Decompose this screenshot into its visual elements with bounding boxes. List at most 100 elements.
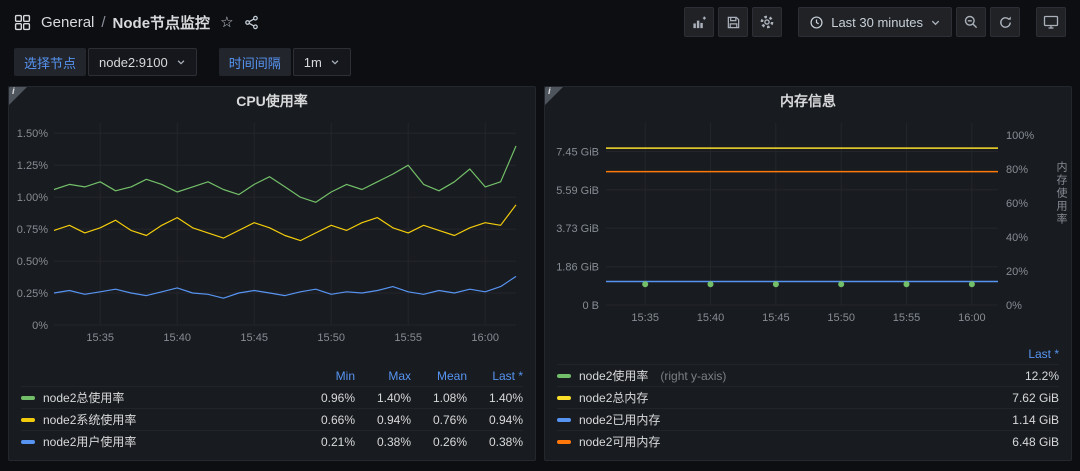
gear-icon [760, 15, 774, 29]
legend-sort-column[interactable]: Max [388, 369, 411, 383]
axis-tick-label: 100% [1006, 130, 1034, 142]
legend-value: 6.48 GiB [1012, 434, 1059, 449]
axis-tick-label: 15:50 [827, 312, 855, 324]
legend-header: Last * [557, 344, 1059, 364]
variable-node-value: node2:9100 [99, 54, 168, 70]
legend-value: 0.38% [488, 434, 523, 449]
series-point-node2使用率 [642, 281, 649, 288]
legend-row[interactable]: node2使用率 (right y-axis) 12.2% [557, 364, 1059, 386]
dashboard-settings-button[interactable] [752, 7, 783, 37]
dashboard-variables-bar: 选择节点 node2:9100 时间间隔 1m [0, 44, 1080, 86]
breadcrumb-folder[interactable]: General [41, 13, 95, 31]
legend-value: 0.96% [320, 390, 355, 405]
legend-value: 0.94% [376, 412, 411, 427]
axis-tick-label: 15:35 [631, 312, 659, 324]
series-point-node2使用率 [838, 281, 845, 288]
share-icon[interactable] [244, 15, 259, 30]
axis-tick-label: 16:00 [471, 332, 499, 344]
kiosk-mode-button[interactable] [1036, 7, 1066, 37]
series-line-node2用户使用率 [53, 275, 517, 299]
legend-value: 12.2% [1024, 368, 1059, 383]
series-point-node2使用率 [903, 281, 910, 288]
series-color-swatch [21, 395, 35, 400]
memory-chart-svg[interactable]: 15:35 15:40 15:45 15:50 15:55 16:00 0 B 1.86 Gi… [548, 115, 1068, 331]
axis-tick-label: 80% [1006, 164, 1028, 176]
series-color-swatch [557, 395, 571, 400]
axis-tick-label: 1.00% [17, 192, 48, 204]
save-icon [727, 16, 739, 28]
axis-tick-label: 15:55 [394, 332, 422, 344]
axis-tick-label: 15:55 [893, 312, 921, 324]
legend-value: 0.26% [432, 434, 467, 449]
legend-row[interactable]: node2用户使用率 0.21% 0.38% 0.26% 0.38% [21, 430, 523, 452]
panel-title[interactable]: CPU使用率 [236, 93, 308, 109]
panel-title[interactable]: 内存信息 [780, 93, 836, 109]
legend-row[interactable]: node2可用内存 6.48 GiB [557, 430, 1059, 452]
legend-value: 1.40% [376, 390, 411, 405]
axis-tick-label: 3.73 GiB [556, 223, 599, 235]
series-color-swatch [21, 417, 35, 422]
legend-sort-column[interactable]: Last * [1028, 347, 1059, 361]
legend-value: 0.38% [376, 434, 411, 449]
zoom-out-icon [964, 15, 978, 29]
refresh-button[interactable] [990, 7, 1020, 37]
cpu-chart-area: 15:35 15:40 15:45 15:50 15:55 16:00 0% 0.25% 0.5… [9, 115, 535, 351]
panel-info-corner[interactable]: i [9, 87, 27, 105]
axis-tick-label: 1.25% [17, 160, 48, 172]
variable-interval-value: 1m [303, 54, 322, 70]
axis-tick-label: 15:45 [240, 332, 268, 344]
clock-icon [810, 15, 823, 29]
axis-tick-label: 7.45 GiB [556, 147, 599, 159]
cpu-chart-svg[interactable]: 15:35 15:40 15:45 15:50 15:55 16:00 0% 0.25% 0.5… [12, 115, 532, 351]
zoom-out-time-button[interactable] [956, 7, 986, 37]
axis-tick-label: 0% [1006, 300, 1022, 312]
star-icon[interactable]: ☆ [220, 14, 234, 31]
time-range-picker[interactable]: Last 30 minutes [798, 7, 952, 37]
breadcrumb-separator: / [101, 13, 106, 31]
memory-legend: Last * node2使用率 (right y-axis) 12.2% node2总内… [545, 342, 1071, 460]
series-color-swatch [557, 373, 571, 378]
series-name: node2使用率 [579, 369, 649, 383]
legend-sort-column[interactable]: Min [335, 369, 355, 383]
axis-tick-label: 0% [32, 320, 48, 332]
series-line-node2系统使用率 [53, 204, 517, 242]
series-color-swatch [21, 439, 35, 444]
axis-tick-label: 0.50% [17, 256, 48, 268]
variable-node-label: 选择节点 [14, 48, 87, 76]
axis-tick-label: 5.59 GiB [556, 185, 599, 197]
variable-interval-label: 时间间隔 [218, 48, 291, 76]
chevron-down-icon [177, 60, 185, 65]
series-point-node2使用率 [707, 281, 714, 288]
axis-tick-label: 20% [1006, 266, 1028, 278]
monitor-icon [1043, 15, 1059, 29]
axis-tick-label: 0.25% [17, 288, 48, 300]
axis-tick-label: 1.50% [17, 128, 48, 140]
chevron-down-icon [931, 20, 940, 25]
legend-sort-column[interactable]: Mean [436, 369, 467, 383]
axis-tick-label: 16:00 [958, 312, 986, 324]
legend-row[interactable]: node2已用内存 1.14 GiB [557, 408, 1059, 430]
series-name: node2系统使用率 [43, 413, 137, 427]
dashboard-panels: i CPU使用率 15:35 15:40 15:45 15:50 15:55 16:00 0… [0, 86, 1080, 469]
legend-sort-column[interactable]: Last * [492, 369, 523, 383]
legend-row[interactable]: node2总使用率 0.96% 1.40% 1.08% 1.40% [21, 386, 523, 408]
series-name: node2总使用率 [43, 391, 125, 405]
legend-value: 1.40% [488, 390, 523, 405]
legend-row[interactable]: node2系统使用率 0.66% 0.94% 0.76% 0.94% [21, 408, 523, 430]
variable-interval: 时间间隔 1m [218, 48, 351, 76]
axis-tick-label: 40% [1006, 232, 1028, 244]
variable-node-select[interactable]: node2:9100 [88, 48, 197, 76]
axis-tick-label: 15:40 [697, 312, 725, 324]
legend-value: 1.14 GiB [1012, 412, 1059, 427]
breadcrumb: General / Node节点监控 [41, 12, 210, 33]
series-name-suffix: (right y-axis) [660, 368, 727, 383]
add-panel-button[interactable] [684, 7, 715, 37]
panel-info-corner[interactable]: i [545, 87, 563, 105]
legend-row[interactable]: node2总内存 7.62 GiB [557, 386, 1059, 408]
dashboards-grid-icon[interactable] [14, 14, 31, 31]
variable-interval-select[interactable]: 1m [292, 48, 351, 76]
save-dashboard-button[interactable] [718, 7, 749, 37]
series-name: node2总内存 [579, 391, 649, 405]
time-range-label: Last 30 minutes [831, 14, 923, 30]
breadcrumb-dashboard[interactable]: Node节点监控 [112, 14, 211, 32]
